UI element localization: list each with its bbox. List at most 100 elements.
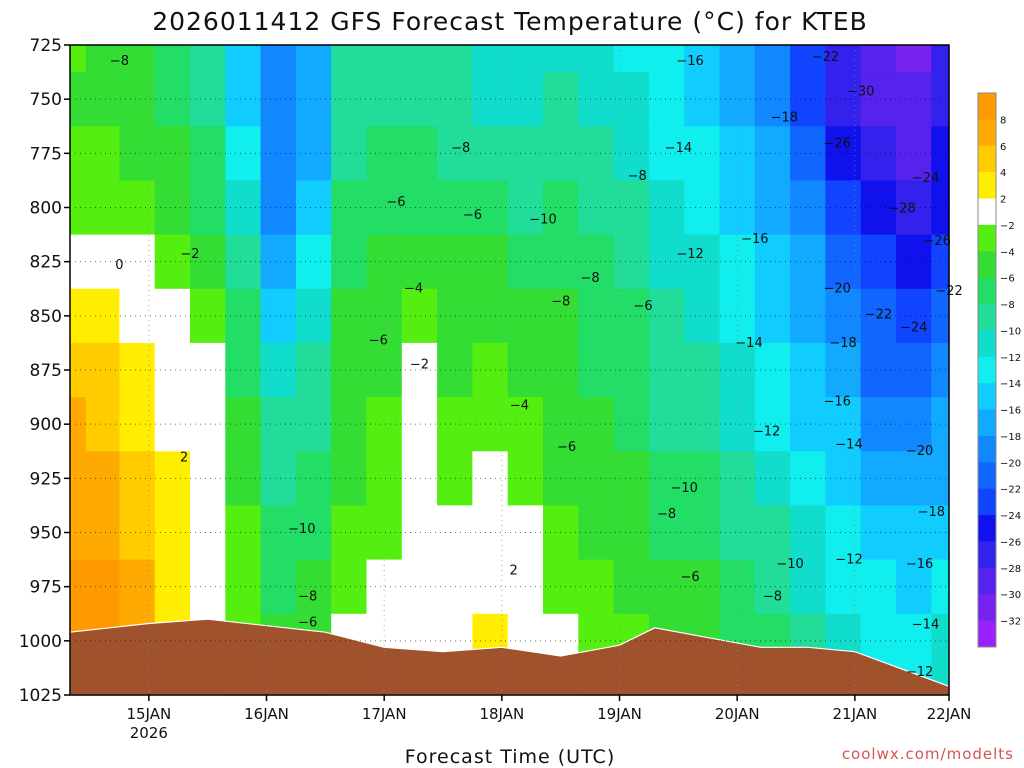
- temperature-cell: [684, 505, 721, 561]
- temperature-cell: [578, 559, 615, 615]
- temperature-cell: [684, 234, 721, 290]
- temperature-cell: [401, 180, 438, 236]
- contour-label: −16: [741, 232, 768, 247]
- contour-label: −16: [676, 54, 703, 69]
- contour-label: −16: [823, 394, 850, 409]
- y-tick-label: 875: [30, 361, 62, 381]
- contour-label: −8: [451, 141, 470, 156]
- temperature-cell: [578, 451, 615, 507]
- contour-label: −12: [835, 553, 862, 568]
- temperature-cell: [684, 451, 721, 507]
- temperature-cell: [684, 180, 721, 236]
- x-tick-label: 22JAN: [927, 705, 972, 723]
- colorbar-label: 8: [1000, 115, 1006, 126]
- contour-label: −18: [771, 111, 798, 126]
- colorbar-label: −32: [1000, 617, 1021, 628]
- temperature-cell: [85, 342, 120, 398]
- temperature-cell: [295, 180, 332, 236]
- temperature-cell: [85, 505, 120, 561]
- colorbar-band: [978, 356, 996, 384]
- temperature-cell: [860, 342, 897, 398]
- temperature-cell: [119, 342, 156, 398]
- contour-label: −14: [735, 336, 762, 351]
- temperature-cell: [85, 45, 120, 73]
- colorbar-label: −28: [1000, 564, 1021, 575]
- temperature-cell: [578, 126, 615, 182]
- contour-label: −30: [847, 85, 874, 100]
- contour-label: −6: [463, 208, 482, 223]
- colorbar-label: −6: [1000, 274, 1015, 285]
- colorbar-label: −26: [1000, 538, 1021, 549]
- temperature-cell: [613, 180, 650, 236]
- colorbar-label: −18: [1000, 432, 1021, 443]
- temperature-cell: [613, 234, 650, 290]
- contour-label: −12: [753, 425, 780, 440]
- contour-label: −8: [763, 589, 782, 604]
- contour-label: −6: [681, 570, 700, 585]
- colorbar-band: [978, 620, 996, 648]
- temperature-cell: [401, 559, 438, 615]
- temperature-cell: [295, 72, 332, 127]
- colorbar-band: [978, 409, 996, 437]
- temperature-cell: [260, 45, 297, 73]
- y-tick-label: 750: [30, 90, 62, 110]
- colorbar-band: [978, 462, 996, 490]
- temperature-cell: [70, 451, 87, 507]
- temperature-cell: [119, 288, 156, 344]
- contour-label: −10: [776, 557, 803, 572]
- y-tick-label: 725: [30, 36, 62, 56]
- temperature-cell: [578, 505, 615, 561]
- temperature-cell: [401, 72, 438, 127]
- temperature-cell: [684, 397, 721, 452]
- temperature-cell: [401, 451, 438, 507]
- temperature-cell: [70, 45, 87, 73]
- colorbar-band: [978, 515, 996, 542]
- temperature-cell: [331, 397, 368, 452]
- temperature-cell: [295, 234, 332, 290]
- temperature-cell: [119, 505, 156, 561]
- temperature-cell: [331, 126, 368, 182]
- temperature-cell: [70, 72, 87, 127]
- temperature-cell: [860, 234, 897, 290]
- contour-label: −10: [288, 522, 315, 537]
- colorbar-band: [978, 304, 996, 331]
- temperature-cell: [295, 45, 332, 73]
- colorbar-band: [978, 277, 996, 305]
- temperature-cell: [70, 126, 87, 182]
- temperature-cell: [648, 234, 685, 290]
- colorbar-label: −4: [1000, 247, 1015, 258]
- temperature-cell: [331, 288, 368, 344]
- temperature-cell: [401, 234, 438, 290]
- contour-label: −8: [581, 271, 600, 286]
- temperature-cell: [295, 397, 332, 452]
- temperature-cell: [366, 559, 403, 615]
- temperature-cell: [295, 451, 332, 507]
- temperature-cell: [437, 45, 473, 73]
- contour-label: −14: [835, 438, 862, 453]
- contour-label: 2: [180, 451, 188, 466]
- temperature-cell: [648, 126, 685, 182]
- temperature-cell: [70, 559, 87, 615]
- temperature-cell: [860, 559, 897, 615]
- temperature-cell: [366, 45, 403, 73]
- x-tick-label: 20JAN: [715, 705, 760, 723]
- temperature-cell: [896, 451, 932, 507]
- y-tick-label: 900: [30, 415, 62, 435]
- colorbar-band: [978, 594, 996, 621]
- colorbar-label: 4: [1000, 168, 1006, 179]
- temperature-cell: [85, 559, 120, 615]
- colorbar-band: [978, 172, 996, 199]
- temperature-cell: [366, 397, 403, 452]
- temperature-cell: [896, 45, 932, 73]
- temperature-cell: [684, 342, 721, 398]
- contour-label: −6: [557, 440, 576, 455]
- temperature-cell: [366, 505, 403, 561]
- x-tick-label: 16JAN: [244, 705, 289, 723]
- colorbar-band: [978, 198, 996, 226]
- temperature-cell: [366, 126, 403, 182]
- temperature-cell: [578, 342, 615, 398]
- contour-label: −10: [529, 212, 556, 227]
- colorbar-label: −8: [1000, 300, 1015, 311]
- temperature-cell: [648, 45, 685, 73]
- contour-label: −12: [906, 665, 933, 680]
